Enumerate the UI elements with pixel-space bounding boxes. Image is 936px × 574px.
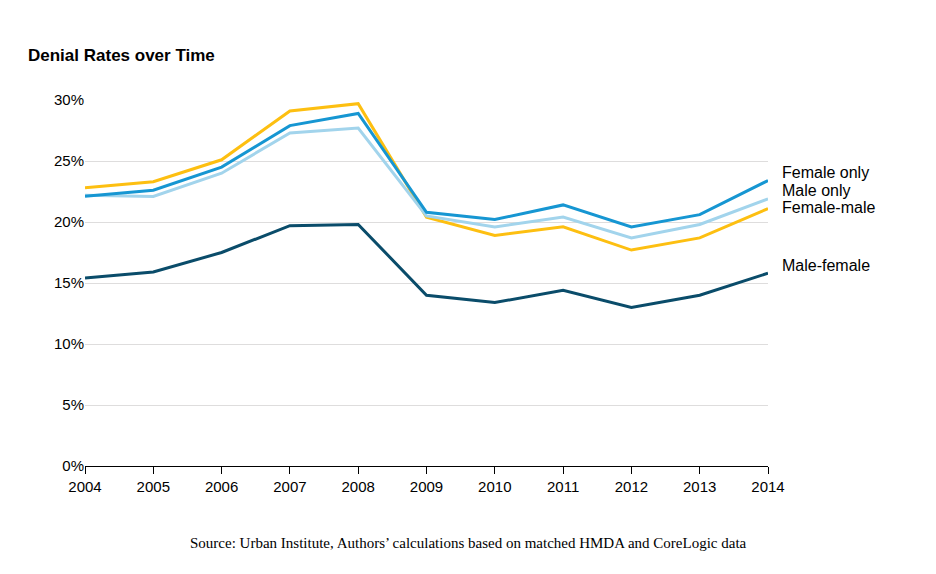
svg-text:2009: 2009 — [410, 478, 443, 495]
svg-text:2011: 2011 — [547, 478, 579, 495]
svg-text:30%: 30% — [54, 91, 84, 108]
svg-text:2010: 2010 — [478, 478, 511, 495]
svg-text:Male-female: Male-female — [782, 257, 870, 274]
svg-text:20%: 20% — [54, 213, 84, 230]
svg-text:2007: 2007 — [273, 478, 306, 495]
svg-text:2008: 2008 — [342, 478, 375, 495]
svg-text:10%: 10% — [54, 335, 84, 352]
svg-text:Male only: Male only — [782, 182, 850, 199]
svg-text:2004: 2004 — [68, 478, 101, 495]
svg-text:Female-male: Female-male — [782, 199, 875, 216]
svg-text:5%: 5% — [62, 396, 84, 413]
svg-text:0%: 0% — [62, 457, 84, 474]
svg-text:2006: 2006 — [205, 478, 238, 495]
svg-text:Female only: Female only — [782, 164, 869, 181]
svg-text:2013: 2013 — [683, 478, 716, 495]
svg-text:2012: 2012 — [615, 478, 648, 495]
svg-text:Denial Rates over Time: Denial Rates over Time — [28, 46, 215, 65]
svg-text:15%: 15% — [54, 274, 84, 291]
svg-text:2014: 2014 — [751, 478, 784, 495]
svg-text:25%: 25% — [54, 152, 84, 169]
svg-text:2005: 2005 — [137, 478, 170, 495]
svg-text:Source: Urban Institute, Autho: Source: Urban Institute, Authors’ calcul… — [190, 535, 747, 551]
